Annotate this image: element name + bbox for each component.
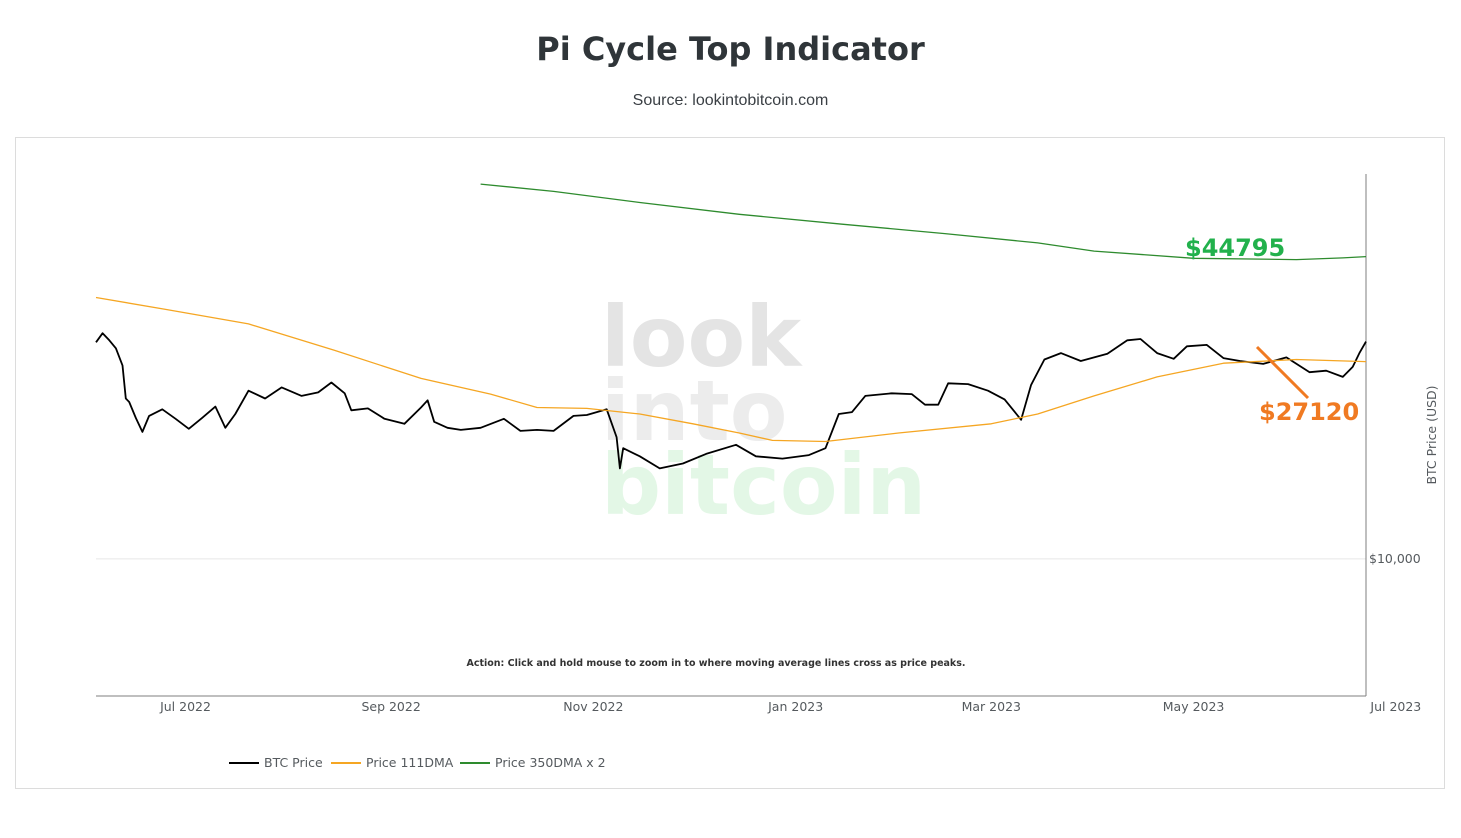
- y-axis-ticks: $10,000: [1369, 551, 1421, 566]
- legend-label-btc: BTC Price: [264, 755, 323, 770]
- page-title: Pi Cycle Top Indicator: [536, 30, 925, 68]
- chart-svg[interactable]: look into bitcoin Jul 2022 Sep 2022 Nov 20…: [16, 138, 1446, 790]
- lower-value-label: $27120: [1259, 398, 1359, 426]
- legend-label-350dma: Price 350DMA x 2: [495, 755, 606, 770]
- x-tick-label: May 2023: [1163, 699, 1225, 714]
- series-line-btc[interactable]: [95, 332, 1367, 470]
- x-tick-label: Sep 2022: [361, 699, 420, 714]
- x-tick-label: Jan 2023: [767, 699, 823, 714]
- action-note: Action: Click and hold mouse to zoom in …: [466, 658, 965, 669]
- x-tick-label: Jul 2022: [159, 699, 211, 714]
- legend-item-btc-price[interactable]: BTC Price: [229, 755, 323, 770]
- watermark: look into bitcoin: [601, 288, 926, 534]
- x-axis-ticks: Jul 2022 Sep 2022 Nov 2022 Jan 2023 Mar 2023…: [159, 699, 1421, 714]
- watermark-bitcoin: bitcoin: [601, 436, 926, 534]
- watermark-into: into: [601, 362, 787, 460]
- page-subtitle: Source: lookintobitcoin.com: [632, 92, 829, 109]
- chart-container[interactable]: look into bitcoin Jul 2022 Sep 2022 Nov 20…: [15, 137, 1445, 789]
- legend-item-111dma[interactable]: Price 111DMA: [331, 755, 454, 770]
- x-tick-label: Jul 2023: [1369, 699, 1421, 714]
- x-tick-label: Nov 2022: [563, 699, 623, 714]
- legend-label-111dma: Price 111DMA: [366, 755, 454, 770]
- x-tick-label: Mar 2023: [962, 699, 1021, 714]
- series-line-dma350x2[interactable]: [480, 183, 1367, 261]
- y-tick-label: $10,000: [1369, 551, 1421, 566]
- series-line-dma111[interactable]: [95, 296, 1367, 443]
- legend-item-350dma[interactable]: Price 350DMA x 2: [460, 755, 606, 770]
- series-layer: [95, 183, 1367, 470]
- y-axis-title: BTC Price (USD): [1424, 385, 1439, 484]
- upper-value-label: $44795: [1185, 234, 1285, 262]
- watermark-look: look: [601, 288, 803, 386]
- legend[interactable]: BTC Price Price 111DMA Price 350DMA x 2: [229, 755, 606, 770]
- annotation-arrow: [1255, 345, 1310, 400]
